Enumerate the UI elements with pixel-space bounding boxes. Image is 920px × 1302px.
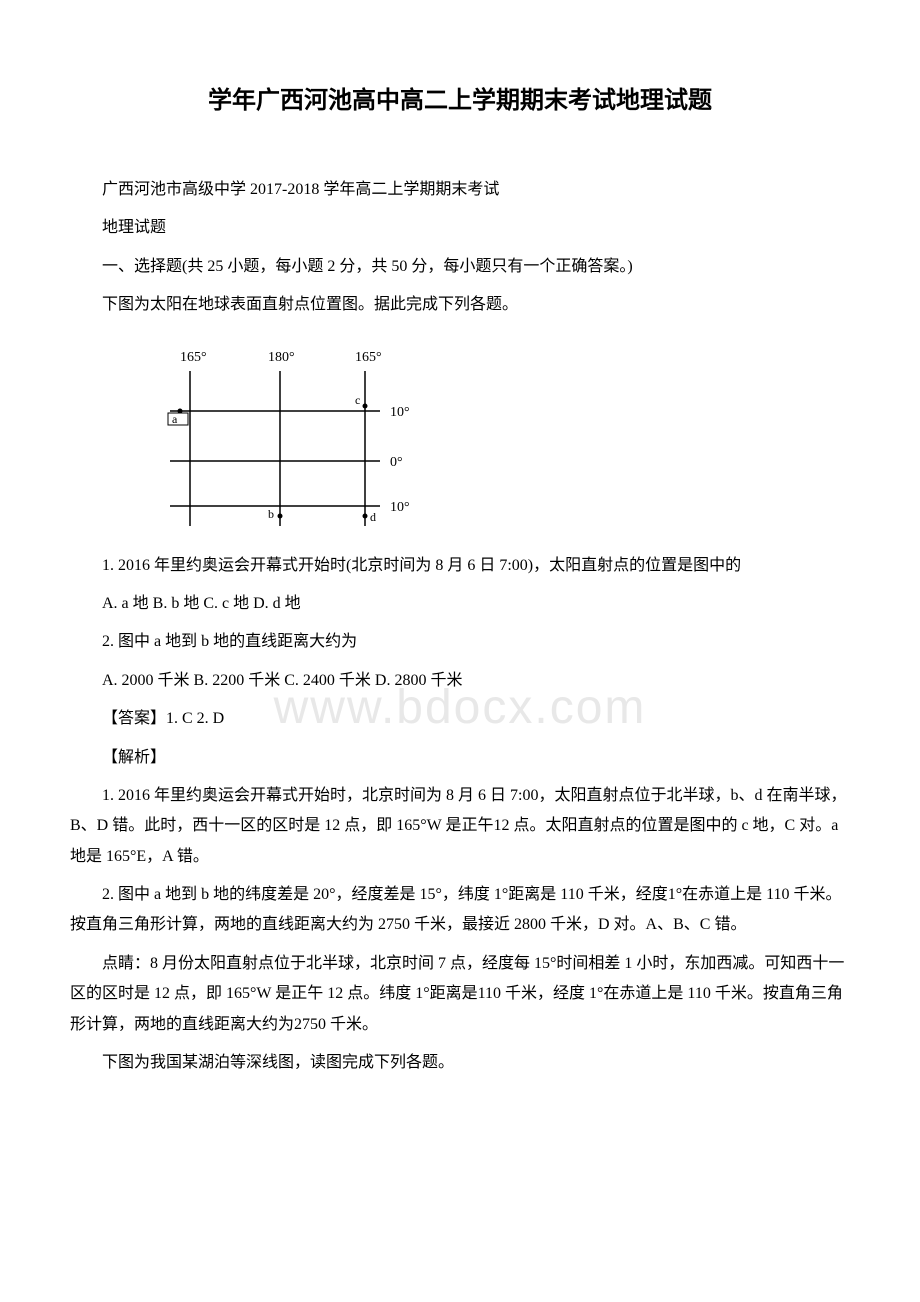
diagram-label-lat-mid: 0°: [390, 455, 403, 470]
diagram-label-lat-top: 10°: [390, 405, 410, 420]
analysis-label: 【解析】: [70, 743, 850, 773]
answer-line: 【答案】1. C 2. D: [70, 704, 850, 734]
question-1: 1. 2016 年里约奥运会开幕式开始时(北京时间为 8 月 6 日 7:00)…: [70, 551, 850, 581]
coordinate-diagram: 165° 180° 165° 10° 0° 10° a c b d: [140, 336, 420, 536]
analysis-1: 1. 2016 年里约奥运会开幕式开始时，北京时间为 8 月 6 日 7:00，…: [70, 781, 850, 872]
section-heading: 一、选择题(共 25 小题，每小题 2 分，共 50 分，每小题只有一个正确答案…: [70, 252, 850, 282]
diagram-point-c: c: [355, 393, 360, 407]
tip-text: 点睛：8 月份太阳直射点位于北半球，北京时间 7 点，经度每 15°时间相差 1…: [70, 949, 850, 1040]
question-2-options: A. 2000 千米 B. 2200 千米 C. 2400 千米 D. 2800…: [70, 666, 850, 696]
question-2: 2. 图中 a 地到 b 地的直线距离大约为: [70, 627, 850, 657]
diagram-point-a: a: [172, 412, 178, 426]
diagram-point-b: b: [268, 507, 274, 521]
diagram-label-lon-mid: 180°: [268, 350, 295, 365]
page-title: 学年广西河池高中高二上学期期末考试地理试题: [70, 80, 850, 115]
diagram-label-lat-bottom: 10°: [390, 500, 410, 515]
diagram-point-d: d: [370, 510, 376, 524]
header-line-2: 地理试题: [70, 213, 850, 243]
question-intro-2: 下图为我国某湖泊等深线图，读图完成下列各题。: [70, 1048, 850, 1078]
diagram-label-lon-left: 165°: [180, 350, 207, 365]
analysis-2: 2. 图中 a 地到 b 地的纬度差是 20°，经度差是 15°，纬度 1°距离…: [70, 880, 850, 941]
question-1-options: A. a 地 B. b 地 C. c 地 D. d 地: [70, 589, 850, 619]
diagram-label-lon-right: 165°: [355, 350, 382, 365]
diagram-1: 165° 180° 165° 10° 0° 10° a c b d: [140, 336, 850, 536]
header-line-1: 广西河池市高级中学 2017-2018 学年高二上学期期末考试: [70, 175, 850, 205]
question-intro-1: 下图为太阳在地球表面直射点位置图。据此完成下列各题。: [70, 290, 850, 320]
